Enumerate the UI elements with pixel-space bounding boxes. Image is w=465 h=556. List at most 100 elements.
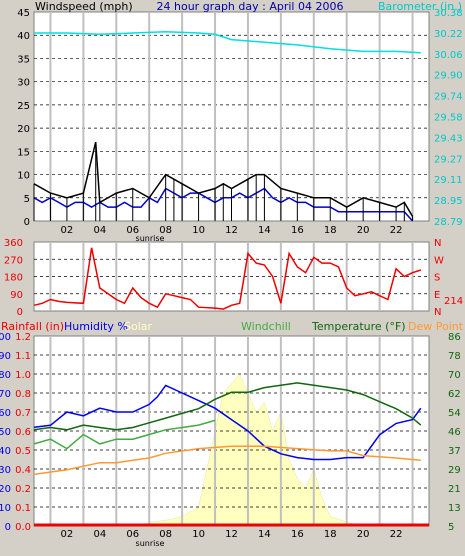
sunrise-label-2: sunrise [136, 539, 165, 548]
rainfall-tick: 0.1 [15, 503, 31, 514]
climate-panel [33, 335, 430, 527]
wind-panel-x-ticks: 02 04 06 08 10 12 14 16 18 20 22 [61, 225, 403, 236]
rainfall-tick: 0.2 [15, 484, 31, 495]
direction-compass-tick: E [434, 290, 440, 301]
current-direction-value: 214 [444, 296, 463, 307]
humidity-ticks: 1009080706050403020100 [0, 332, 11, 533]
x-tick-label: 14 [258, 529, 271, 540]
rainfall-tick: 1.0 [15, 370, 31, 381]
humidity-tick: 90 [0, 351, 11, 362]
barometer-ticks: 30.38 30.22 30.06 29.90 29.74 29.58 29.43 29.27… [434, 8, 463, 228]
temperature-tick: 78 [448, 351, 461, 362]
x-tick-label: 18 [324, 529, 337, 540]
temperature-tick: 13 [448, 503, 461, 514]
temperature-tick: 5 [448, 522, 454, 533]
windspeed-axis-label: Windspeed (mph) [35, 0, 133, 13]
temperature-line [33, 382, 422, 431]
windspeed-tick: 5 [24, 194, 30, 205]
x-tick-label: 14 [258, 225, 271, 236]
wind-barometer-panel [33, 11, 430, 222]
temperature-tick: 54 [448, 408, 461, 419]
legend-temperature: Temperature (°F) [311, 320, 406, 333]
windspeed-tick: 10 [17, 171, 30, 182]
x-tick-label: 20 [357, 225, 370, 236]
barometer-tick: 29.90 [434, 71, 463, 82]
x-tick-label: 16 [291, 529, 304, 540]
barometer-tick: 28.95 [434, 196, 463, 207]
x-tick-label: 10 [192, 529, 205, 540]
barometer-tick: 30.22 [434, 29, 463, 40]
humidity-tick: 70 [0, 389, 11, 400]
barometer-tick: 29.58 [434, 113, 463, 124]
barometer-tick: 28.79 [434, 217, 463, 228]
humidity-tick: 60 [0, 408, 11, 419]
windspeed-ticks: 45 40 35 30 25 20 15 10 5 0 [17, 8, 30, 228]
direction-compass-tick: S [434, 273, 440, 284]
sunrise-label-1: sunrise [136, 234, 165, 243]
barometer-tick: 29.74 [434, 92, 463, 103]
humidity-tick: 20 [0, 484, 11, 495]
x-tick-label: 06 [126, 225, 139, 236]
temperature-tick: 37 [448, 446, 461, 457]
rainfall-tick: 0.7 [15, 408, 31, 419]
legend-rainfall: Rainfall (in) [1, 320, 64, 333]
rainfall-tick: 0.6 [15, 427, 31, 438]
chart-title: 24 hour graph day : April 04 2006 [157, 0, 344, 13]
rainfall-tick: 1.1 [15, 351, 31, 362]
legend-windchill: Windchill [241, 320, 291, 333]
wind-panel-grid [34, 12, 429, 221]
windspeed-tick: 45 [17, 8, 30, 19]
humidity-tick: 40 [0, 446, 11, 457]
x-tick-label: 20 [357, 529, 370, 540]
x-tick-label: 16 [291, 225, 304, 236]
direction-degree-tick: 90 [10, 290, 23, 301]
x-tick-label: 08 [159, 225, 172, 236]
direction-degree-tick: 270 [4, 255, 23, 266]
humidity-tick: 0 [5, 522, 11, 533]
barometer-line [34, 30, 421, 54]
humidity-tick: 10 [0, 503, 11, 514]
windspeed-tick: 40 [17, 31, 30, 42]
gust-line [33, 141, 414, 217]
x-tick-label: 02 [61, 529, 74, 540]
direction-degree-tick: 360 [4, 238, 23, 249]
direction-compass-tick: N [434, 307, 441, 318]
x-tick-label: 12 [225, 529, 238, 540]
x-tick-label: 12 [225, 225, 238, 236]
barometer-tick: 30.38 [434, 8, 463, 19]
x-tick-label: 10 [192, 225, 205, 236]
temperature-tick: 46 [448, 427, 461, 438]
windspeed-tick: 20 [17, 124, 30, 135]
wind-panel-series [33, 30, 421, 222]
humidity-tick: 80 [0, 370, 11, 381]
x-tick-label: 08 [159, 529, 172, 540]
direction-series [33, 247, 422, 310]
dewpoint-line [33, 445, 421, 476]
x-tick-label: 06 [126, 529, 139, 540]
x-tick-label: 04 [93, 225, 106, 236]
barometer-tick: 29.27 [434, 154, 463, 165]
solar-area-fill [34, 373, 429, 527]
x-tick-label: 04 [93, 529, 106, 540]
barometer-tick: 29.11 [434, 175, 463, 186]
x-tick-label: 18 [324, 225, 337, 236]
windchill-line [33, 419, 216, 450]
barometer-axis-label: Barometer (in.) [378, 0, 462, 13]
x-tick-label: 02 [61, 225, 74, 236]
windspeed-tick: 35 [17, 54, 30, 65]
humidity-line [33, 384, 422, 461]
climate-series [33, 382, 429, 527]
direction-degree-tick: 180 [4, 273, 23, 284]
rainfall-tick: 1.2 [15, 332, 31, 343]
climate-panel-x-ticks: 02 04 06 08 10 12 14 16 18 20 22 [61, 529, 403, 540]
windspeed-tick: 15 [17, 147, 30, 158]
legend-humidity: Humidity % [64, 320, 128, 333]
x-tick-label: 22 [390, 225, 403, 236]
humidity-tick: 100 [0, 332, 11, 343]
temperature-ticks: 86 78 70 62 54 46 37 29 21 13 5 [448, 332, 461, 533]
windspeed-tick: 25 [17, 101, 30, 112]
temperature-tick: 21 [448, 484, 461, 495]
legend-dewpoint: Dew Point [408, 320, 464, 333]
